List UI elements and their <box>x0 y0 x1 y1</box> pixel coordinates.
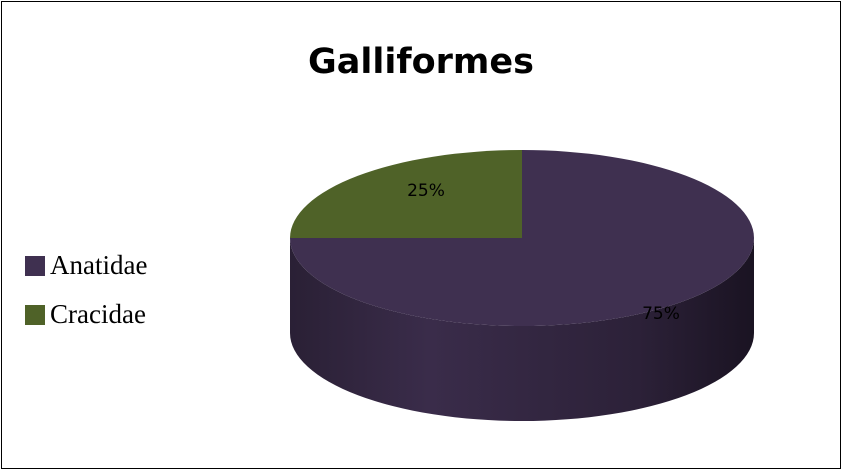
pie-top-group <box>290 150 754 326</box>
pie-side-group <box>290 238 754 421</box>
legend-swatch-cracidae <box>25 304 45 325</box>
legend-item-cracidae: Cracidae <box>25 298 147 331</box>
data-label-anatidae: 75% <box>642 304 680 324</box>
legend-item-anatidae: Anatidae <box>25 249 147 282</box>
pie-side-wall <box>290 238 754 421</box>
legend-swatch-anatidae <box>25 255 45 276</box>
chart-title: Galliformes <box>308 42 534 82</box>
pie-label-group: 75% 25% <box>407 181 680 324</box>
legend-label-cracidae: Cracidae <box>50 299 146 329</box>
chart-legend: Anatidae Cracidae <box>25 249 147 347</box>
pie-slice-cracidae <box>290 150 522 238</box>
data-label-cracidae: 25% <box>407 181 445 201</box>
legend-label-anatidae: Anatidae <box>50 250 148 280</box>
